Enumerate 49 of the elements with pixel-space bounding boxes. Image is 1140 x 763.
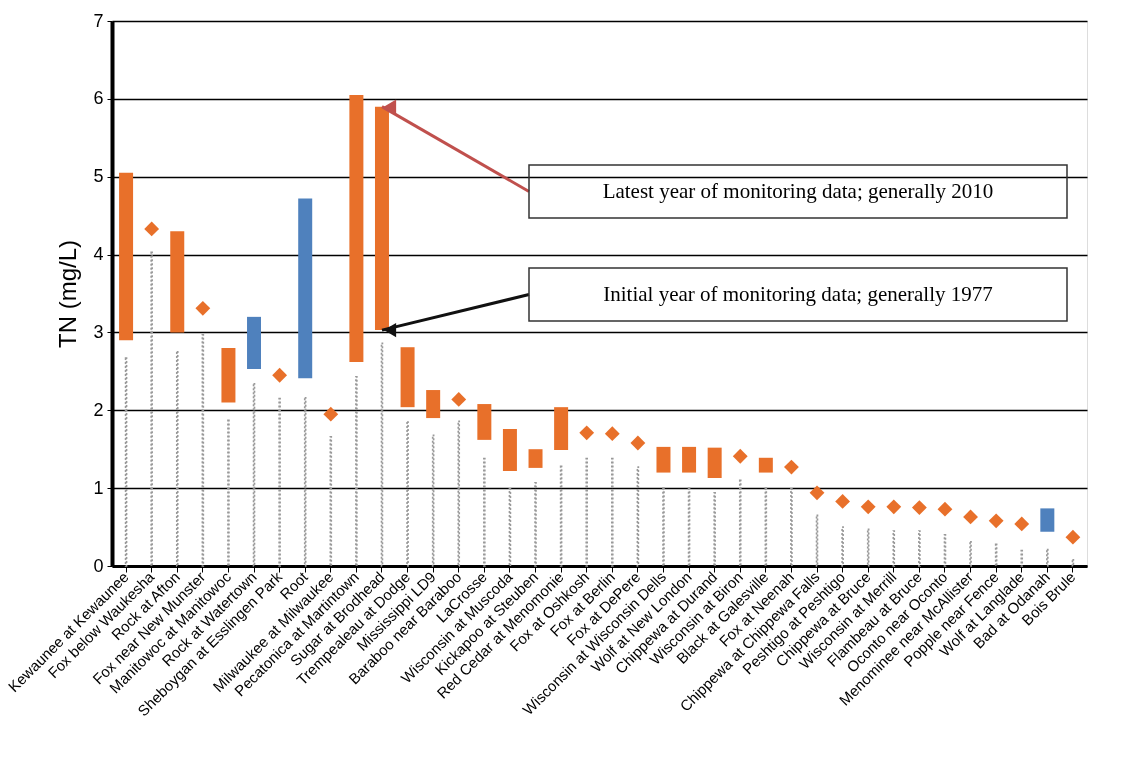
y-tick-label: 2	[93, 399, 104, 420]
point	[1065, 529, 1081, 545]
y-tick-label: 4	[93, 244, 104, 265]
point	[937, 501, 953, 517]
bar	[426, 390, 441, 419]
point	[835, 493, 851, 509]
point	[604, 426, 620, 442]
point	[272, 367, 288, 383]
bar	[554, 407, 569, 450]
y-axis-title: TN (mg/L)	[54, 240, 82, 348]
point	[963, 509, 978, 525]
bar	[247, 316, 262, 370]
point	[144, 221, 160, 237]
point	[579, 425, 595, 441]
bar	[656, 446, 671, 473]
point	[1014, 516, 1030, 532]
bar	[170, 231, 185, 333]
point	[630, 435, 646, 451]
y-tick-label: 3	[93, 321, 104, 342]
point	[784, 459, 799, 475]
bar	[502, 428, 517, 472]
point	[911, 500, 927, 516]
bar	[119, 172, 134, 341]
bar	[707, 447, 722, 479]
bar	[758, 457, 773, 473]
y-tick-label: 0	[93, 555, 104, 576]
bar	[221, 348, 236, 403]
y-tick-label: 1	[93, 477, 104, 498]
point	[195, 300, 211, 316]
point	[451, 391, 467, 407]
bar	[528, 449, 543, 468]
bar	[400, 347, 415, 408]
y-tick-label: 6	[93, 88, 104, 109]
y-tick-label: 5	[93, 166, 104, 187]
y-tick-label: 7	[93, 10, 104, 31]
bar	[1040, 508, 1055, 532]
point	[860, 499, 876, 515]
annotation: Initial year of monitoring data; generally 1977	[603, 281, 993, 306]
point	[323, 406, 339, 422]
point	[988, 513, 1004, 529]
bar	[477, 404, 492, 440]
annotation: Latest year of monitoring data; generally 2010	[602, 178, 994, 203]
point	[886, 499, 902, 515]
bar	[349, 94, 364, 363]
point	[809, 485, 825, 501]
point	[732, 448, 748, 464]
bar	[374, 106, 389, 331]
bar	[298, 198, 313, 379]
bar	[682, 446, 697, 473]
